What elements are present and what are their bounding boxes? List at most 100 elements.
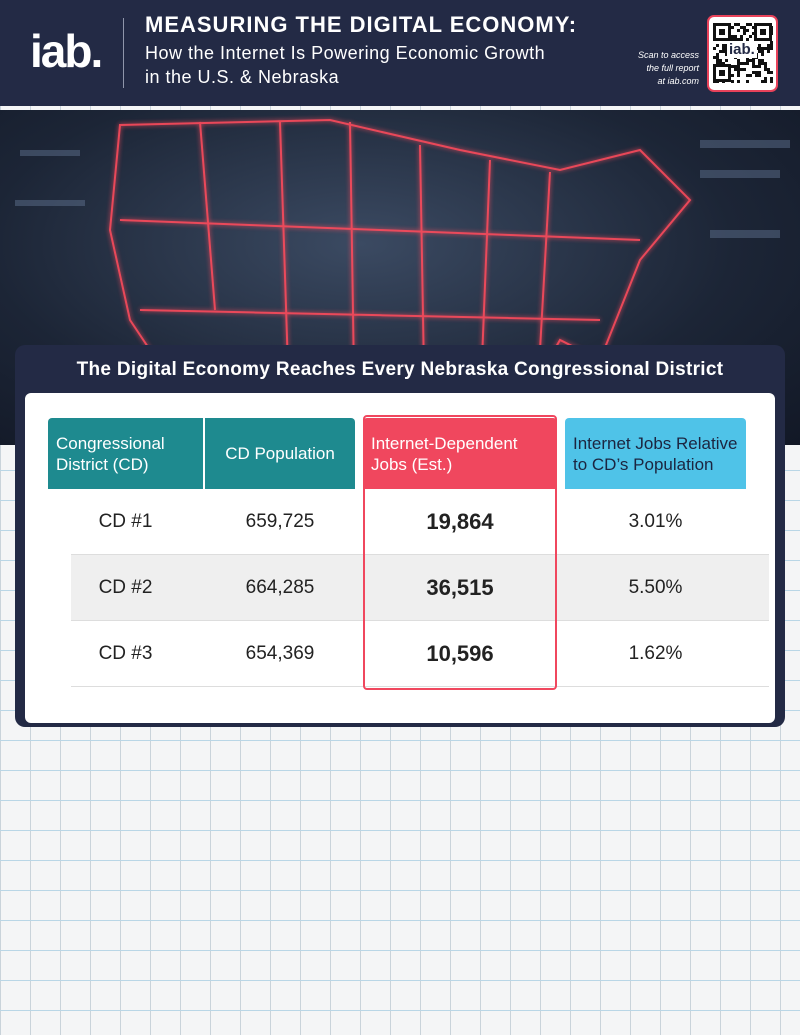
qr-module (731, 74, 734, 77)
logo: iab. (30, 25, 103, 77)
table-cell: CD #3 (98, 643, 153, 664)
qr-module (749, 74, 752, 77)
table-cell: 664,285 (245, 577, 315, 598)
scan-note: Scan to access (637, 50, 699, 60)
qr-module (743, 62, 746, 65)
table-cell: 654,369 (245, 643, 315, 664)
qr-module (725, 47, 728, 50)
qr-module (767, 71, 770, 74)
highlight-column (363, 415, 557, 690)
qr-module (755, 71, 758, 74)
qr-module (743, 26, 746, 29)
subtitle: in the U.S. & Nebraska (145, 67, 340, 87)
table-cell: 1.62% (628, 643, 683, 664)
qr-module (737, 62, 740, 65)
column-header: CD Population (205, 418, 355, 489)
scan-note: the full report (646, 63, 699, 73)
table-cell: CD #1 (98, 511, 153, 532)
qr-module (770, 71, 773, 74)
qr-module (740, 68, 743, 71)
qr-module (758, 71, 761, 74)
qr-module (752, 71, 755, 74)
qr-module (755, 65, 758, 68)
qr-module (758, 74, 761, 77)
qr-module (731, 80, 734, 83)
qr-module (737, 71, 740, 74)
table-cell: 36,515 (426, 575, 494, 600)
qr-module (764, 47, 767, 50)
qr-module (737, 74, 740, 77)
qr-module (719, 50, 722, 53)
qr-module (760, 29, 766, 35)
row (71, 555, 769, 621)
qr-module (758, 65, 761, 68)
qr-module (731, 38, 734, 41)
separator (123, 18, 124, 88)
qr-module (737, 65, 740, 68)
qr-module (758, 62, 761, 65)
qr-module (764, 77, 767, 80)
qr-module (758, 59, 761, 62)
qr-logo: iab. (727, 41, 757, 58)
qr-module (716, 56, 719, 59)
table-cell: 5.50% (628, 577, 683, 598)
qr-module (743, 68, 746, 71)
qr-module (731, 65, 734, 68)
qr-module (713, 47, 716, 50)
qr-module (740, 35, 743, 38)
qr-module (734, 38, 737, 41)
qr-module (719, 70, 725, 76)
qr-module (719, 62, 722, 65)
qr-module (749, 59, 752, 62)
qr-module (770, 41, 773, 44)
qr-module (719, 29, 725, 35)
qr-module (722, 47, 725, 50)
qr-module (755, 74, 758, 77)
qr-module (731, 26, 734, 29)
table-cell: 3.01% (628, 511, 683, 532)
qr-module (734, 23, 737, 26)
qr-module (764, 62, 767, 65)
qr-module (731, 35, 734, 38)
qr-module (740, 38, 743, 41)
subtitle: How the Internet Is Powering Economic Gr… (145, 43, 546, 63)
table-panel: Congressional District (CD) CD Populatio… (25, 393, 775, 723)
qr-module (761, 53, 764, 56)
qr-module (752, 65, 755, 68)
qr-module (725, 53, 728, 56)
qr-module (764, 65, 767, 68)
row (71, 621, 769, 687)
column-header: Internet Jobs Relative to CD’s Populatio… (565, 418, 746, 489)
qr-module (716, 62, 719, 65)
table-title: The Digital Economy Reaches Every Nebras… (76, 359, 724, 380)
qr-module (713, 56, 716, 59)
table-cell: 10,596 (426, 641, 494, 666)
qr-module (758, 44, 761, 47)
table-cell: 19,864 (426, 509, 494, 534)
qr-module (761, 59, 764, 62)
qr-module (746, 29, 749, 32)
qr-module (752, 59, 755, 62)
qr-module (770, 44, 773, 47)
qr-module (761, 50, 764, 53)
column-header: Internet-Dependent Jobs (Est.) (363, 418, 557, 489)
qr-module (740, 26, 743, 29)
qr-module (716, 59, 719, 62)
qr-module (752, 62, 755, 65)
qr-module (737, 29, 740, 32)
qr-code[interactable]: iab. (707, 15, 778, 92)
title: MEASURING THE DIGITAL ECONOMY: (145, 12, 578, 37)
qr-module (746, 62, 749, 65)
qr-module (722, 44, 725, 47)
qr-module (737, 23, 740, 26)
qr-module (746, 23, 749, 26)
qr-module (734, 68, 737, 71)
qr-module (761, 47, 764, 50)
qr-module (758, 50, 761, 53)
qr-module (743, 32, 746, 35)
column-header: Congressional District (CD) (48, 418, 203, 489)
qr-module (767, 68, 770, 71)
qr-module (761, 62, 764, 65)
qr-module (740, 62, 743, 65)
qr-module (737, 80, 740, 83)
